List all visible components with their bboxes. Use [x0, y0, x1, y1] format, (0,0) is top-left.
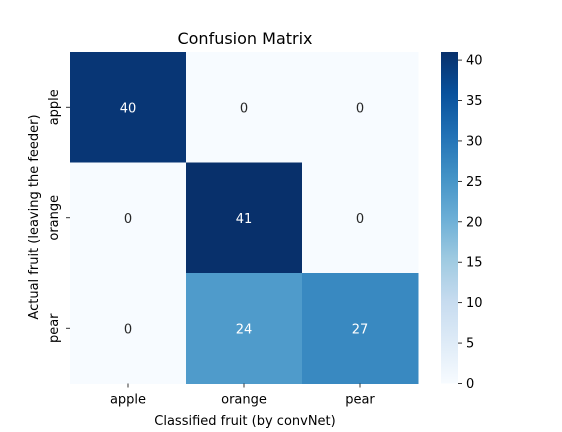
- chart-title: Confusion Matrix: [177, 29, 312, 48]
- heatmap-cell: [302, 273, 419, 384]
- colorbar-gradient: [441, 52, 458, 384]
- colorbar-tick-label: 15: [466, 256, 483, 271]
- cell-value-label: 0: [124, 322, 132, 337]
- colorbar-tick-label: 10: [466, 296, 483, 311]
- colorbar-tick-label: 25: [466, 175, 483, 190]
- cell-value-label: 0: [356, 101, 364, 116]
- x-axis-ticks: apple orange pear: [110, 383, 375, 408]
- heatmap-cell: [70, 273, 187, 384]
- heatmap-cell: [70, 162, 187, 274]
- colorbar-tick-label: 30: [466, 134, 483, 149]
- x-axis-label: Classified fruit (by convNet): [154, 414, 335, 429]
- cell-value-label: 41: [236, 212, 253, 227]
- heatmap-cell: [302, 52, 419, 163]
- heatmap-cell: [186, 52, 303, 163]
- heatmap-cell: [302, 162, 419, 274]
- y-axis-label: Actual fruit (leaving the feeder): [27, 114, 42, 319]
- y-tick-label: apple: [47, 89, 62, 125]
- y-tick-label: orange: [47, 195, 62, 241]
- colorbar: 0 5 10 15 20 25 30 35 40: [441, 52, 483, 392]
- y-axis-ticks: apple orange pear: [47, 89, 70, 343]
- cell-value-label: 0: [356, 212, 364, 227]
- cell-value-label: 24: [236, 322, 253, 337]
- heatmap-cell: [186, 273, 303, 384]
- heatmap-cell: [70, 52, 187, 163]
- colorbar-tick-label: 35: [466, 94, 483, 109]
- colorbar-tick-label: 0: [466, 377, 474, 392]
- cell-value-label: 40: [120, 101, 137, 116]
- cell-value-label: 0: [124, 212, 132, 227]
- cell-value-label: 27: [352, 322, 369, 337]
- y-tick-label: pear: [47, 313, 62, 343]
- heatmap-cell: [186, 162, 303, 274]
- cell-annotations: 40 0 0 0 41 0 0 24 27: [120, 101, 369, 337]
- colorbar-tick-label: 20: [466, 215, 483, 230]
- heatmap-cells: [70, 52, 419, 384]
- x-tick-label: pear: [345, 393, 375, 408]
- colorbar-tick-label: 5: [466, 337, 474, 352]
- x-tick-label: apple: [110, 393, 146, 408]
- x-tick-label: orange: [221, 393, 267, 408]
- colorbar-tick-label: 40: [466, 54, 483, 69]
- cell-value-label: 0: [240, 101, 248, 116]
